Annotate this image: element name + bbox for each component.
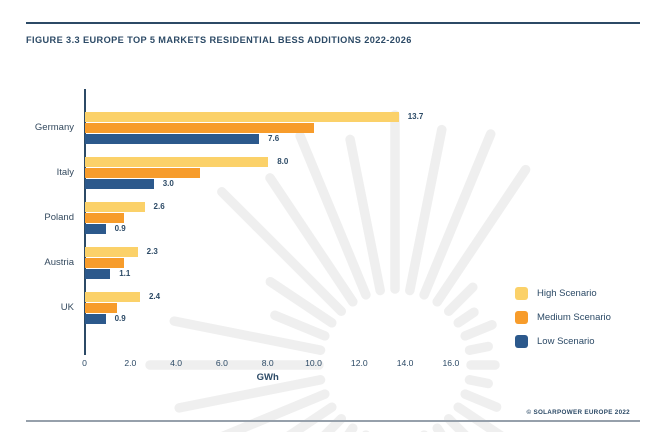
top-rule <box>26 22 640 24</box>
category-label-uk: UK <box>60 302 74 313</box>
bar-low-scenario-germany <box>85 133 259 144</box>
sun-ray-icon <box>460 389 502 412</box>
legend-row-low: Low Scenario <box>515 335 611 348</box>
legend-row-medium: Medium Scenario <box>515 311 611 324</box>
value-label-low-scenario-germany: 7.6 <box>268 133 280 143</box>
bar-medium-scenario-austria <box>85 257 124 268</box>
value-label-low-scenario-italy: 3.0 <box>162 178 174 188</box>
value-label-high-scenario-poland: 2.6 <box>153 202 165 211</box>
x-tick-8-0: 8.0 <box>261 358 274 368</box>
sun-ray-icon <box>460 320 497 341</box>
bar-low-scenario-poland <box>85 223 106 234</box>
low-scenario-swatch-icon <box>515 335 528 348</box>
bar-low-scenario-austria <box>85 268 111 279</box>
bar-high-scenario-germany <box>85 112 399 122</box>
category-label-germany: Germany <box>34 122 74 133</box>
sun-ray-icon <box>464 375 493 389</box>
x-tick-4-0: 4.0 <box>170 358 183 368</box>
x-tick-10-0: 10.0 <box>305 358 322 368</box>
sun-ray-icon <box>174 375 326 413</box>
value-label-low-scenario-austria: 1.1 <box>119 268 131 278</box>
bar-medium-scenario-italy <box>85 167 200 178</box>
bar-high-scenario-uk <box>85 292 140 302</box>
x-tick-6-0: 6.0 <box>215 358 228 368</box>
sun-ray-icon <box>419 129 496 300</box>
sun-ray-icon <box>345 134 385 296</box>
sun-ray-icon <box>295 131 371 300</box>
copyright-credit: © SOLARPOWER EUROPE 2022 <box>526 409 630 416</box>
medium-scenario-swatch-icon <box>515 311 528 324</box>
bar-high-scenario-italy <box>85 157 269 167</box>
bar-low-scenario-italy <box>85 178 154 189</box>
sun-ray-icon <box>453 402 504 432</box>
value-label-high-scenario-italy: 8.0 <box>277 157 289 166</box>
value-label-low-scenario-uk: 0.9 <box>114 313 126 323</box>
sun-ray-icon <box>432 164 531 307</box>
bar-high-scenario-austria <box>85 247 138 257</box>
sun-ray-icon <box>169 316 326 355</box>
sun-ray-icon <box>220 389 330 432</box>
bar-medium-scenario-uk <box>85 302 118 313</box>
sun-ray-icon <box>270 310 330 341</box>
bar-high-scenario-poland <box>85 202 145 212</box>
x-tick-14-0: 14.0 <box>396 358 414 368</box>
sunburst-watermark <box>145 110 531 432</box>
x-axis-title: GWh <box>256 372 279 383</box>
value-label-high-scenario-uk: 2.4 <box>148 292 161 301</box>
category-label-poland: Poland <box>44 212 74 223</box>
value-label-high-scenario-germany: 13.7 <box>407 112 424 121</box>
x-tick-2-0: 2.0 <box>124 358 137 368</box>
sun-ray-icon <box>405 124 447 296</box>
category-label-austria: Austria <box>44 257 74 268</box>
legend-label-high: High Scenario <box>537 288 597 299</box>
sun-ray-icon <box>217 187 347 317</box>
x-tick-16-0: 16.0 <box>442 358 460 368</box>
value-label-high-scenario-austria: 2.3 <box>146 247 158 256</box>
sun-ray-icon <box>265 276 337 328</box>
sun-ray-icon <box>265 173 358 307</box>
x-tick-12-0: 12.0 <box>350 358 368 368</box>
value-label-low-scenario-poland: 0.9 <box>114 223 126 233</box>
bar-medium-scenario-germany <box>85 122 314 133</box>
high-scenario-swatch-icon <box>515 287 528 300</box>
sun-ray-icon <box>443 282 478 317</box>
figure-title: FIGURE 3.3 EUROPE TOP 5 MARKETS RESIDENT… <box>26 35 412 45</box>
bar-medium-scenario-poland <box>85 212 124 223</box>
bar-low-scenario-uk <box>85 313 106 324</box>
bottom-rule <box>26 420 640 422</box>
legend-row-high: High Scenario <box>515 287 611 300</box>
sun-ray-icon <box>464 341 493 355</box>
legend-label-medium: Medium Scenario <box>537 312 611 323</box>
sun-ray-icon <box>453 307 479 328</box>
legend-label-low: Low Scenario <box>537 336 595 347</box>
legend: High Scenario Medium Scenario Low Scenar… <box>515 287 611 359</box>
category-label-italy: Italy <box>56 167 74 178</box>
x-tick-0: 0 <box>82 358 87 368</box>
